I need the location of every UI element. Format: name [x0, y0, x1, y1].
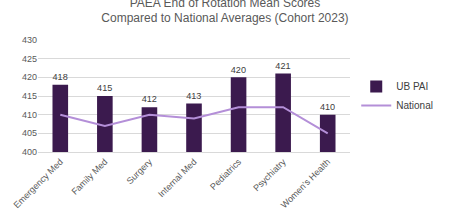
svg-text:420: 420	[22, 72, 37, 82]
svg-text:410: 410	[22, 110, 37, 120]
svg-text:413: 413	[186, 91, 201, 101]
svg-text:420: 420	[231, 65, 246, 75]
svg-text:PAEA End of Rotation Mean Scor: PAEA End of Rotation Mean ScoresCompared…	[101, 0, 348, 25]
svg-text:410: 410	[320, 102, 335, 112]
svg-text:415: 415	[22, 91, 37, 101]
svg-text:421: 421	[275, 61, 290, 71]
svg-text:Family Med: Family Med	[69, 157, 109, 197]
svg-text:Surgery: Surgery	[125, 156, 155, 186]
svg-text:425: 425	[22, 54, 37, 64]
svg-text:412: 412	[142, 94, 157, 104]
svg-text:415: 415	[97, 83, 112, 93]
svg-text:405: 405	[22, 128, 37, 138]
svg-text:Internal Med: Internal Med	[156, 157, 198, 199]
svg-text:UB PAI: UB PAI	[396, 81, 428, 92]
svg-text:Women's Health: Women's Health	[279, 157, 332, 210]
svg-text:Psychiatry: Psychiatry	[251, 156, 288, 193]
svg-text:National: National	[396, 100, 433, 111]
svg-text:418: 418	[52, 72, 67, 82]
svg-text:400: 400	[22, 147, 37, 157]
svg-text:430: 430	[22, 35, 37, 45]
svg-text:Pediatrics: Pediatrics	[208, 156, 243, 191]
svg-text:Emergency Med: Emergency Med	[11, 157, 64, 210]
